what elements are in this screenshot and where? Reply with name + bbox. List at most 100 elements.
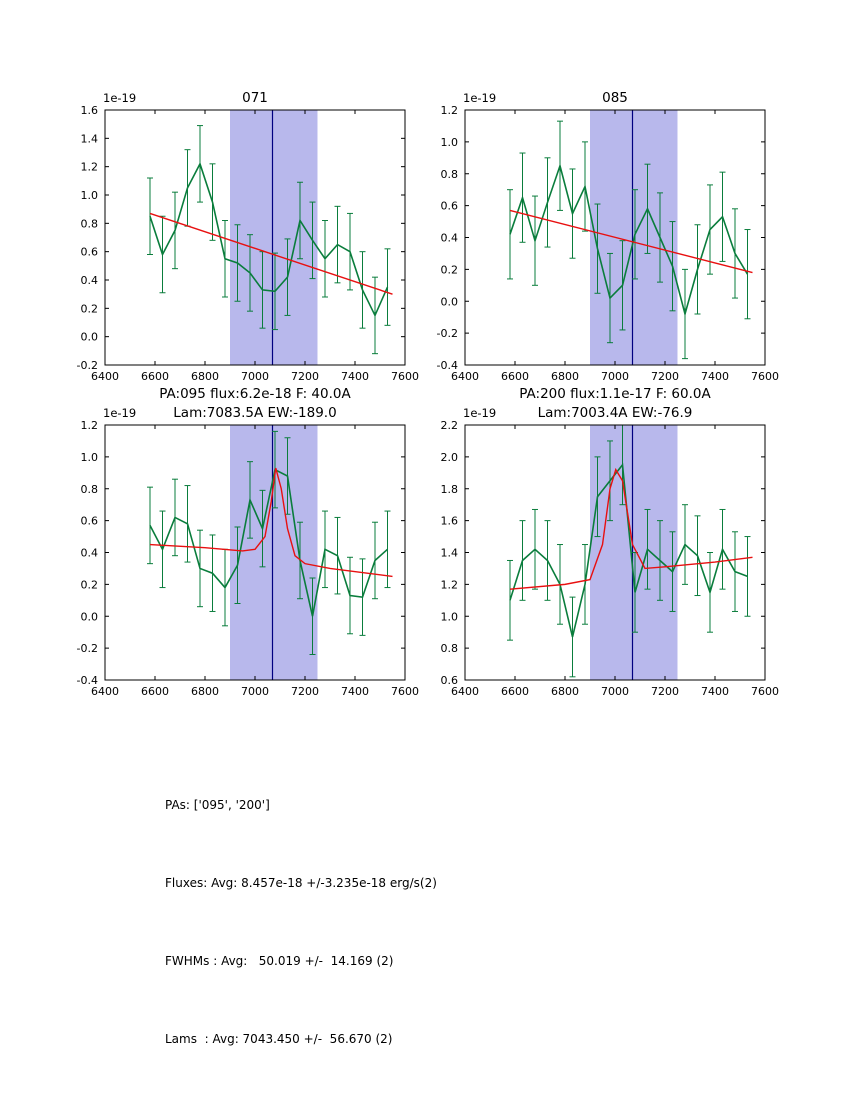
y-tick-label: 0.8 [81,483,99,496]
fit-line [149,467,393,578]
y-tick-label: 0.0 [441,295,459,308]
y-axis-offset-label: 1e-19 [103,91,136,105]
y-tick-label: 1.0 [441,610,459,623]
x-tick-label: 6800 [551,370,579,383]
summary-line-pas: PAs: ['095', '200'] [165,798,270,812]
y-tick-label: 1.6 [81,104,99,117]
y-tick-label: 0.0 [81,331,99,344]
fit-line [509,467,753,590]
x-tick-label: 7600 [391,685,419,698]
y-tick-label: 1.2 [441,578,459,591]
y-tick-label: 1.0 [81,189,99,202]
y-tick-label: 0.8 [81,217,99,230]
figure-svg: 6400 6600 6800 7000 7200 7400 7600 -0.2 0.0 0.2 0.… [77,90,780,698]
y-tick-label: 0.8 [441,642,459,655]
x-tick-label: 6400 [91,685,119,698]
y-tick-label: 0.2 [81,578,99,591]
y-tick-label: 0.8 [441,168,459,181]
x-tick-label: 6400 [451,370,479,383]
subplot-pa095-spectrum: 6400 6600 6800 7000 7200 7400 7600 -0.2 0.0 0.2 0.… [77,90,419,402]
subplot-pa200-spectrum: 6400 6600 6800 7000 7200 7400 7600 -0.4 -0.2 0.0 0… [437,90,779,402]
x-tick-label: 6600 [501,685,529,698]
x-tick-label: 6600 [141,685,169,698]
data-series-line [509,462,748,638]
fit-line [149,212,393,295]
x-tick-label: 7600 [391,370,419,383]
x-tick-label: 6400 [91,370,119,383]
y-tick-label: 0.4 [81,274,99,287]
tick-marks [104,109,406,366]
y-tick-label: 0.2 [81,302,99,315]
y-tick-label: 1.0 [81,451,99,464]
y-tick-label: 1.6 [441,515,459,528]
y-axis-offset-label: 1e-19 [463,91,496,105]
subplot-title: Lam:7003.4A EW:-76.9 [538,405,693,421]
tick-marks [104,424,406,681]
y-tick-label: -0.2 [437,327,458,340]
summary-line-lams: Lams : Avg: 7043.450 +/- 56.670 (2) [165,1032,393,1046]
x-tick-label: 7400 [341,370,369,383]
fit-line [509,209,753,274]
selection-band [230,110,318,365]
x-tick-label: 6800 [551,685,579,698]
x-tick-label: 6800 [191,370,219,383]
x-tick-label: 6800 [191,685,219,698]
subplot-pa095-linefit: 6400 6600 6800 7000 7200 7400 7600 -0.4 -0.2 0.0 0… [77,405,419,698]
summary-block: PAs: ['095', '200'] Fluxes: Avg: 8.457e-… [165,740,437,1100]
subplot-pa200-linefit: 6400 6600 6800 7000 7200 7400 7600 0.6 0.8 1.0 1.2… [441,405,780,698]
y-tick-label: 0.4 [81,547,99,560]
x-tick-label: 7000 [601,685,629,698]
x-tick-label: 7400 [341,685,369,698]
y-tick-label: 2.2 [441,419,459,432]
subplot-title: 085 [602,90,628,106]
y-tick-label: 0.2 [441,263,459,276]
y-tick-label: 2.0 [441,451,459,464]
data-series-line [509,163,749,318]
x-tick-label: 7600 [751,685,779,698]
y-tick-label: -0.2 [77,642,98,655]
x-axis-label: PA:200 flux:1.1e-17 F: 60.0A [519,386,711,402]
y-tick-label: 1.4 [441,547,459,560]
y-tick-label: 0.6 [81,515,99,528]
x-tick-label: 6600 [141,370,169,383]
x-tick-label: 6400 [451,685,479,698]
y-tick-label: 0.0 [81,610,99,623]
x-tick-label: 7400 [701,685,729,698]
y-axis-offset-label: 1e-19 [463,406,496,420]
x-tick-label: 7600 [751,370,779,383]
y-tick-label: 1.2 [81,419,99,432]
y-tick-label: 1.8 [441,483,459,496]
y-tick-label: 0.4 [441,232,459,245]
x-tick-label: 7200 [291,370,319,383]
y-tick-label: -0.4 [437,359,458,372]
x-tick-label: 7200 [651,370,679,383]
y-axis-offset-label: 1e-19 [103,406,136,420]
summary-line-fluxes: Fluxes: Avg: 8.457e-18 +/-3.235e-18 erg/… [165,876,437,890]
data-series-line [149,468,389,617]
tick-marks [464,424,766,681]
x-tick-label: 7400 [701,370,729,383]
subplot-title: Lam:7083.5A EW:-189.0 [173,405,336,421]
x-tick-label: 7000 [601,370,629,383]
x-tick-label: 7000 [241,685,269,698]
y-tick-label: 1.2 [81,161,99,174]
y-tick-label: -0.4 [77,674,98,687]
y-tick-label: -0.2 [77,359,98,372]
y-tick-label: 0.6 [441,200,459,213]
x-tick-label: 7000 [241,370,269,383]
summary-line-fwhms: FWHMs : Avg: 50.019 +/- 14.169 (2) [165,954,394,968]
x-tick-label: 6600 [501,370,529,383]
y-tick-label: 1.2 [441,104,459,117]
subplot-title: 071 [242,90,268,106]
y-tick-label: 1.0 [441,136,459,149]
y-tick-label: 1.4 [81,132,99,145]
selection-band [230,425,318,680]
y-tick-label: 0.6 [81,246,99,259]
x-axis-label: PA:095 flux:6.2e-18 F: 40.0A [159,386,351,402]
x-tick-label: 7200 [651,685,679,698]
tick-marks [464,109,766,366]
x-tick-label: 7200 [291,685,319,698]
y-tick-label: 0.6 [441,674,459,687]
data-series-line [149,161,389,318]
